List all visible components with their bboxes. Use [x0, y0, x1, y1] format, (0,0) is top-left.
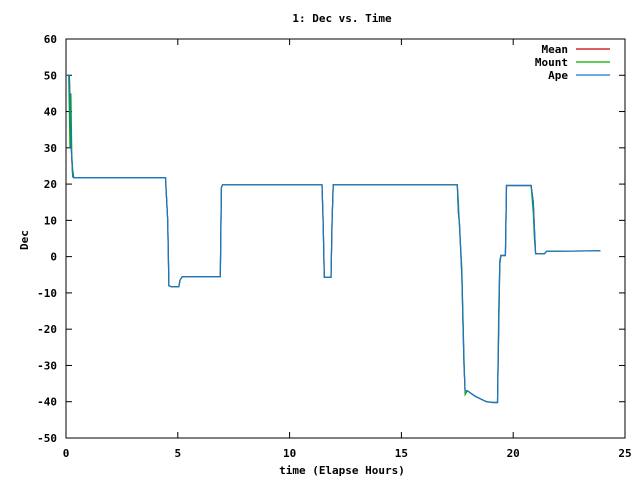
plot-frame: [65, 38, 626, 439]
x-tick-label: 0: [63, 447, 70, 460]
series-line-ape: [66, 74, 601, 404]
x-axis: 0 5 10 15 20 25: [63, 39, 632, 460]
legend-label: Mount: [535, 56, 568, 69]
y-axis: -50 -40 -30 -20 -10 0 10 20 30 40 50 60: [37, 33, 625, 445]
y-tick-label: 40: [44, 106, 57, 119]
y-tick-label: 50: [44, 69, 57, 82]
x-tick-label: 10: [283, 447, 296, 460]
y-tick-label: -40: [37, 396, 57, 409]
x-tick-label: 25: [618, 447, 631, 460]
x-axis-label: time (Elapse Hours): [279, 464, 405, 477]
y-tick-label: 0: [50, 251, 57, 264]
y-tick-label: 60: [44, 33, 57, 46]
series-line-mount: [66, 74, 601, 404]
x-tick-label: 15: [395, 447, 408, 460]
y-tick-label: 20: [44, 178, 57, 191]
y-tick-label: 30: [44, 142, 57, 155]
chart-title: 1: Dec vs. Time: [292, 12, 392, 25]
y-tick-label: -20: [37, 323, 57, 336]
y-tick-label: -30: [37, 359, 57, 372]
legend-label: Mean: [542, 43, 569, 56]
y-tick-label: 10: [44, 214, 57, 227]
y-tick-label: -10: [37, 287, 57, 300]
series-lines: [66, 74, 601, 404]
x-tick-label: 5: [174, 447, 181, 460]
y-tick-label: -50: [37, 432, 57, 445]
series-line-mean: [66, 74, 601, 404]
legend-label: Ape: [548, 69, 568, 82]
y-axis-label: Dec: [18, 230, 31, 250]
x-tick-label: 20: [507, 447, 520, 460]
